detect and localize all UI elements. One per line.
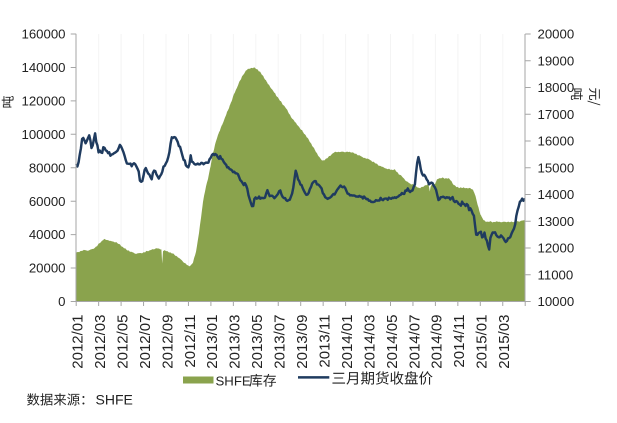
svg-text:2013/07: 2013/07 (272, 315, 289, 369)
svg-text:2013/03: 2013/03 (227, 315, 244, 369)
svg-text:2015/03: 2015/03 (496, 314, 513, 368)
svg-text:2014/11: 2014/11 (451, 315, 468, 368)
svg-text:2012/09: 2012/09 (159, 315, 176, 369)
svg-text:40000: 40000 (29, 227, 66, 242)
svg-text:17000: 17000 (538, 107, 575, 122)
svg-text:2013/11: 2013/11 (317, 315, 334, 368)
svg-text:2013/09: 2013/09 (294, 315, 311, 369)
svg-text:2012/01: 2012/01 (70, 315, 87, 369)
svg-text:2012/11: 2012/11 (182, 315, 199, 368)
svg-text:0: 0 (58, 294, 65, 309)
svg-text:2012/05: 2012/05 (114, 315, 131, 369)
svg-text:20000: 20000 (29, 261, 66, 276)
svg-text:SHFE: SHFE (216, 374, 251, 389)
svg-text:20000: 20000 (538, 27, 575, 42)
svg-text:2014/07: 2014/07 (406, 315, 423, 369)
svg-text:2012/03: 2012/03 (92, 315, 109, 369)
svg-text:2014/09: 2014/09 (429, 315, 446, 369)
svg-text:60000: 60000 (29, 194, 66, 209)
svg-text:2014/03: 2014/03 (361, 315, 378, 369)
svg-text:18000: 18000 (538, 80, 575, 95)
svg-text:2015/01: 2015/01 (474, 314, 491, 368)
svg-text:2013/01: 2013/01 (204, 315, 221, 369)
svg-text:100000: 100000 (21, 127, 65, 142)
svg-text:11000: 11000 (538, 267, 574, 282)
svg-text:160000: 160000 (21, 27, 65, 42)
svg-text:140000: 140000 (21, 60, 65, 75)
svg-text:15000: 15000 (538, 160, 575, 175)
svg-text:16000: 16000 (538, 134, 575, 149)
svg-text:12000: 12000 (538, 241, 575, 256)
svg-text:19000: 19000 (538, 53, 575, 68)
svg-text:14000: 14000 (538, 187, 575, 202)
svg-text:10000: 10000 (538, 294, 575, 309)
svg-text:2014/05: 2014/05 (384, 315, 401, 369)
svg-text:13000: 13000 (538, 214, 575, 229)
svg-text:80000: 80000 (29, 160, 66, 175)
svg-text:2012/07: 2012/07 (137, 315, 154, 369)
svg-text:2014/01: 2014/01 (339, 315, 356, 369)
svg-text:120000: 120000 (21, 94, 65, 109)
svg-text:2013/05: 2013/05 (249, 315, 266, 369)
svg-text:SHFE: SHFE (96, 392, 133, 408)
